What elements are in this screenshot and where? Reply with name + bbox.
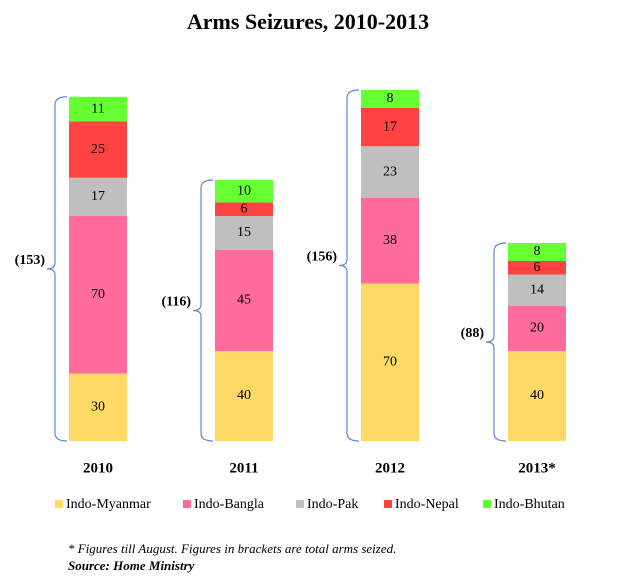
bar-segment: [508, 261, 566, 275]
bar-segment: [215, 249, 273, 351]
data-label: 8: [534, 244, 541, 259]
x-tick-label: 2010: [83, 460, 113, 476]
bar-segment: [508, 274, 566, 306]
total-bracket: [46, 96, 68, 442]
data-label: 11: [91, 101, 104, 116]
footnote: * Figures till August. Figures in bracke…: [68, 541, 396, 556]
data-label: 14: [530, 282, 544, 297]
chart-title: Arms Seizures, 2010-2013: [187, 9, 429, 34]
data-label: 70: [383, 354, 397, 369]
bar-segment: [69, 96, 127, 122]
bar-segment: [508, 351, 566, 441]
bar-segment: [215, 180, 273, 203]
data-label: 20: [530, 321, 544, 336]
legend-swatch: [384, 500, 392, 508]
data-label: 6: [534, 260, 541, 275]
bar-segment: [69, 121, 127, 178]
data-label: 70: [91, 287, 105, 302]
source: Source: Home Ministry: [68, 558, 195, 573]
total-label: (153): [15, 253, 46, 268]
bar-segment: [361, 198, 419, 284]
total-bracket: [192, 179, 214, 442]
bar-segment: [215, 351, 273, 441]
data-label: 40: [530, 388, 544, 403]
bar-segment: [215, 202, 273, 216]
legend-swatch: [183, 500, 191, 508]
bar-segment: [69, 177, 127, 216]
total-label: (156): [307, 250, 338, 265]
data-label: 40: [237, 388, 251, 403]
data-label: 45: [237, 293, 251, 308]
bar-segment: [508, 306, 566, 351]
data-label: 17: [383, 119, 397, 134]
bar-segment: [508, 243, 566, 261]
bar-segment: [361, 108, 419, 147]
total-label: (88): [461, 326, 485, 341]
bar-segment: [361, 146, 419, 198]
bar-segment: [69, 373, 127, 441]
data-label: 17: [91, 189, 105, 204]
legend-swatch: [296, 500, 304, 508]
x-tick-label: 2011: [229, 460, 258, 476]
legend-label: Indo-Bangla: [194, 497, 265, 512]
data-label: 8: [387, 91, 394, 106]
legend-label: Indo-Myanmar: [66, 497, 151, 512]
data-label: 15: [237, 225, 251, 240]
legend-label: Indo-Bhutan: [494, 497, 565, 512]
data-label: 30: [91, 399, 105, 414]
x-tick-label: 2012: [375, 460, 405, 476]
data-label: 10: [237, 183, 251, 198]
bar-segment: [361, 90, 419, 108]
total-bracket: [338, 89, 360, 442]
total-label: (116): [161, 295, 191, 310]
data-label: 38: [383, 233, 397, 248]
data-label: 23: [383, 164, 397, 179]
total-bracket: [485, 242, 507, 442]
legend-label: Indo-Pak: [307, 497, 358, 512]
bar-segment: [361, 283, 419, 441]
data-label: 6: [241, 201, 248, 216]
legend-swatch: [483, 500, 491, 508]
legend-swatch: [55, 500, 63, 508]
bar-segment: [215, 216, 273, 250]
bar-segment: [69, 216, 127, 374]
data-label: 25: [91, 142, 105, 157]
legend-label: Indo-Nepal: [395, 497, 459, 512]
x-tick-label: 2013*: [518, 460, 556, 476]
